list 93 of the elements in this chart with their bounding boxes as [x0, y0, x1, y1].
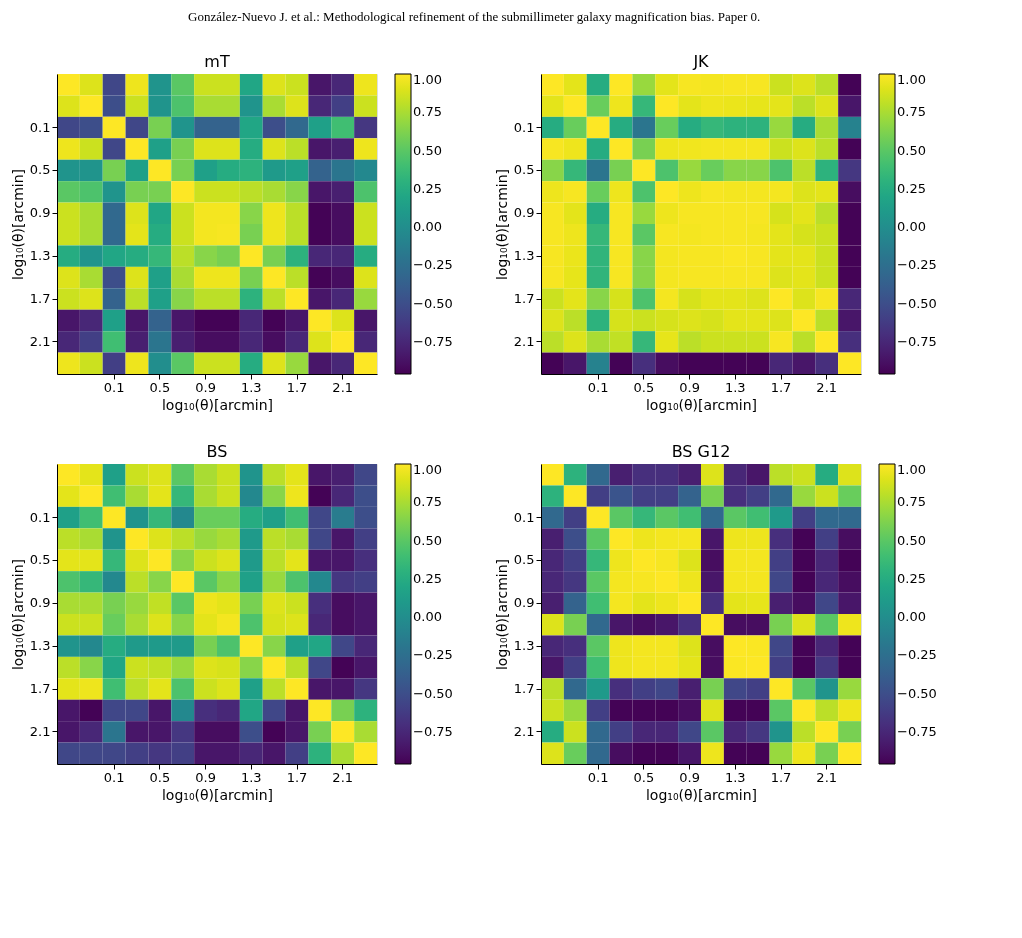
x-tick-label: 0.5: [633, 379, 655, 395]
x-tick-label: 0.9: [679, 379, 700, 395]
x-tick-label: 1.3: [724, 769, 746, 785]
x-tick-label: 0.9: [679, 769, 700, 785]
x-tick-label: 1.7: [770, 379, 792, 395]
y-tick-label: 0.9: [513, 205, 535, 221]
color-bar-label: −0.50: [897, 685, 937, 701]
y-tick-label: 2.1: [29, 723, 51, 739]
x-tick-label: 0.9: [195, 379, 216, 395]
color-bar-label: −0.50: [413, 685, 453, 701]
y-tick-label: 0.1: [29, 119, 51, 135]
color-bar-label: 0.75: [897, 494, 926, 510]
chart-title: BS: [206, 442, 228, 461]
x-tick-label: 2.1: [816, 379, 838, 395]
color-bar-label: 0.50: [897, 532, 926, 548]
x-axis-title: log₁₀(θ)[arcmin]: [161, 396, 274, 413]
y-axis-title: log₁₀(θ)[arcmin]: [493, 168, 510, 281]
y-tick-label: 0.5: [513, 162, 535, 178]
y-tick-label: 1.7: [29, 291, 51, 306]
y-tick-label: 0.9: [29, 205, 51, 221]
x-tick-label: 2.1: [332, 769, 354, 785]
y-axis-title: log₁₀(θ)[arcmin]: [493, 558, 510, 671]
color-bar-label: 1.00: [897, 72, 926, 87]
color-bar-label: 0.75: [413, 494, 442, 510]
x-tick-label: 0.1: [103, 769, 125, 785]
color-bar-label: 0.00: [413, 219, 442, 235]
x-axis-title: log₁₀(θ)[arcmin]: [161, 786, 274, 803]
x-tick-label: 0.5: [633, 769, 655, 785]
text: González-Nuevo J. et al.: Methodological refinement of the submillimeter galaxy magnification bias. Paper 0.: [188, 8, 761, 24]
y-tick-label: 0.1: [513, 119, 535, 135]
x-tick-label: 1.3: [240, 379, 262, 395]
color-bar-label: 0.00: [897, 609, 926, 625]
y-tick-label: 0.5: [29, 162, 51, 178]
color-bar-label: 0.00: [897, 219, 926, 235]
x-tick-label: 2.1: [816, 769, 838, 785]
color-bar-label: −0.75: [413, 723, 453, 739]
color-bar-label: −0.25: [897, 647, 937, 663]
color-bar-label: −0.75: [897, 333, 937, 349]
y-tick-label: 2.1: [29, 333, 51, 349]
color-bar-label: 0.50: [413, 532, 442, 548]
color-bar-label: 0.25: [413, 180, 442, 196]
y-axis-title: log₁₀(θ)[arcmin]: [9, 168, 26, 281]
x-tick-label: 0.9: [195, 769, 216, 785]
x-tick-label: 1.7: [286, 769, 308, 785]
x-tick-label: 1.3: [240, 769, 262, 785]
chart-title: JK: [692, 52, 710, 71]
color-bar-label: −0.50: [897, 295, 937, 311]
y-tick-label: 2.1: [513, 723, 535, 739]
x-tick-label: 2.1: [332, 379, 354, 395]
color-bar-label: 0.25: [413, 570, 442, 586]
y-tick-label: 2.1: [513, 333, 535, 349]
y-tick-label: 1.3: [29, 638, 51, 654]
color-bar-label: −0.25: [413, 647, 453, 663]
x-tick-label: 1.7: [286, 379, 308, 395]
x-tick-label: 0.1: [103, 379, 125, 395]
color-bar-label: 1.00: [897, 462, 926, 477]
y-tick-label: 0.9: [513, 595, 535, 611]
y-tick-label: 0.5: [29, 552, 51, 568]
color-bar-label: 0.75: [413, 104, 442, 120]
x-tick-label: 1.7: [770, 769, 792, 785]
y-tick-label: 1.7: [513, 291, 535, 306]
color-bar-label: −0.25: [413, 257, 453, 273]
x-axis-title: log₁₀(θ)[arcmin]: [645, 786, 758, 803]
color-bar-label: −0.75: [413, 333, 453, 349]
color-bar-label: 0.75: [897, 104, 926, 120]
chart-title: mT: [204, 52, 230, 71]
y-tick-label: 1.3: [513, 248, 535, 264]
color-bar-label: 0.50: [413, 142, 442, 158]
y-tick-label: 1.7: [29, 681, 51, 696]
color-bar-label: 0.25: [897, 180, 926, 196]
y-axis-title: log₁₀(θ)[arcmin]: [9, 558, 26, 671]
x-tick-label: 0.1: [587, 379, 609, 395]
x-tick-label: 0.5: [149, 379, 171, 395]
x-tick-label: 0.5: [149, 769, 171, 785]
color-bar-label: −0.50: [413, 295, 453, 311]
color-bar-label: −0.75: [897, 723, 937, 739]
y-tick-label: 0.1: [29, 509, 51, 525]
y-tick-label: 1.3: [29, 248, 51, 264]
x-axis-title: log₁₀(θ)[arcmin]: [645, 396, 758, 413]
y-tick-label: 0.9: [29, 595, 51, 611]
color-bar-label: 0.50: [897, 142, 926, 158]
chart-title: BS G12: [671, 442, 731, 461]
color-bar-label: 1.00: [413, 462, 442, 477]
color-bar-label: 1.00: [413, 72, 442, 87]
y-tick-label: 1.7: [513, 681, 535, 696]
y-tick-label: 0.5: [513, 552, 535, 568]
color-bar-label: 0.00: [413, 609, 442, 625]
x-tick-label: 0.1: [587, 769, 609, 785]
color-bar-label: −0.25: [897, 257, 937, 273]
x-tick-label: 1.3: [724, 379, 746, 395]
color-bar-label: 0.25: [897, 570, 926, 586]
y-tick-label: 0.1: [513, 509, 535, 525]
y-tick-label: 1.3: [513, 638, 535, 654]
